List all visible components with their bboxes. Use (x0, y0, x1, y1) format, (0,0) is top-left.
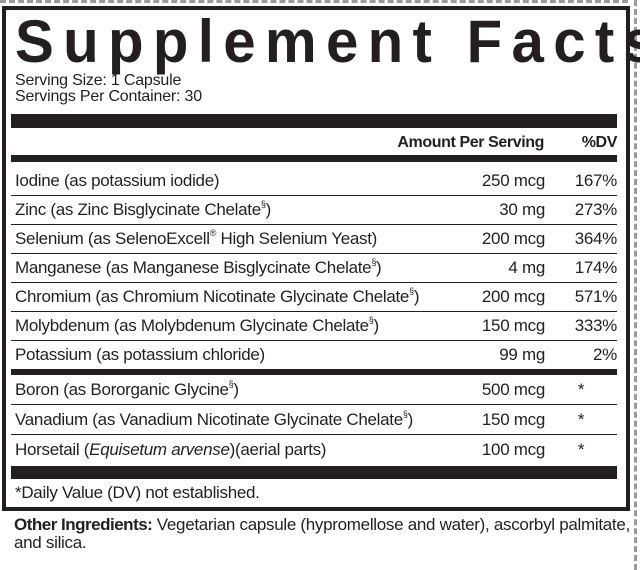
ingredient-name: Vanadium (as Vanadium Nicotinate Glycina… (15, 409, 413, 429)
nutrient-dv: 167% (574, 171, 618, 190)
nutrient-name: Chromium (as Chromium Nicotinate Glycina… (15, 286, 420, 306)
nutrient-row: Potassium (as potassium chloride) 99 mg 2% (11, 340, 617, 369)
thick-divider (11, 114, 617, 128)
ingredient-name: Horsetail (Equisetum arvense)(aerial par… (15, 440, 327, 459)
footnote: *Daily Value (DV) not established. (15, 483, 260, 502)
thick-divider (11, 466, 617, 479)
nutrient-row: Manganese (as Manganese Bisglycinate Che… (11, 253, 617, 283)
nutrient-row: Selenium (as SelenoExcell® High Selenium… (11, 224, 617, 254)
ingredient-amount: 150 mcg (481, 410, 545, 429)
other-ingredients: Other Ingredients: Vegetarian capsule (h… (14, 516, 630, 552)
ingredient-dv: * (577, 410, 585, 429)
nutrient-amount: 250 mcg (481, 171, 545, 190)
nutrient-dv: 273% (574, 200, 618, 219)
ingredient-dv: * (577, 380, 585, 399)
other-ingredients-text: Vegetarian capsule (hypromellose and wat… (14, 515, 630, 552)
ingredient-amount: 500 mcg (481, 380, 545, 399)
nutrient-amount: 200 mcg (481, 229, 545, 248)
other-ingredients-label: Other Ingredients: (14, 515, 153, 534)
nutrient-name: Iodine (as potassium iodide) (15, 171, 220, 190)
ingredient-amount: 100 mcg (481, 440, 545, 459)
panel-title: Supplement Facts (15, 8, 640, 75)
ingredient-row: Boron (as Bororganic Glycine§) 500 mcg * (11, 375, 617, 405)
medium-divider (11, 155, 617, 162)
servings-per-container: Servings Per Container: 30 (15, 88, 202, 105)
dashed-cut-line-top (0, 0, 628, 3)
ingredient-row: Horsetail (Equisetum arvense)(aerial par… (11, 435, 617, 464)
nutrient-name: Manganese (as Manganese Bisglycinate Che… (15, 257, 382, 277)
nutrient-row: Zinc (as Zinc Bisglycinate Chelate§) 30 m… (11, 195, 617, 225)
nutrient-amount: 99 mg (499, 345, 545, 364)
amount-header: Amount Per Serving (397, 134, 544, 151)
nutrient-row: Iodine (as potassium iodide) 250 mcg 167% (11, 166, 617, 196)
nutrient-row: Chromium (as Chromium Nicotinate Glycina… (11, 282, 617, 312)
nutrient-amount: 4 mg (508, 258, 545, 277)
supplement-facts-panel: Supplement Facts Serving Size: 1 Capsule… (2, 6, 640, 511)
nutrient-row: Molybdenum (as Molybdenum Glycinate Chel… (11, 311, 617, 341)
serving-size: Serving Size: 1 Capsule (15, 72, 182, 89)
nutrient-name: Molybdenum (as Molybdenum Glycinate Chel… (15, 315, 379, 335)
dashed-cut-line-right (634, 0, 637, 570)
ingredient-name: Boron (as Bororganic Glycine§) (15, 379, 239, 399)
ingredient-row: Vanadium (as Vanadium Nicotinate Glycina… (11, 405, 617, 435)
nutrient-amount: 30 mg (499, 200, 545, 219)
nutrient-name: Potassium (as potassium chloride) (15, 345, 265, 364)
nutrient-dv: 174% (574, 258, 618, 277)
nutrient-dv: 333% (574, 316, 618, 335)
nutrient-name: Selenium (as SelenoExcell® High Selenium… (15, 228, 378, 248)
nutrient-name: Zinc (as Zinc Bisglycinate Chelate§) (15, 199, 271, 219)
nutrient-dv: 364% (574, 229, 618, 248)
nutrient-dv: 571% (574, 287, 618, 306)
dv-header: %DV (581, 134, 618, 151)
ingredient-dv: * (577, 440, 585, 459)
nutrient-dv: 2% (593, 345, 617, 364)
nutrient-amount: 200 mcg (481, 287, 545, 306)
nutrient-amount: 150 mcg (481, 316, 545, 335)
medium-divider (11, 369, 617, 375)
